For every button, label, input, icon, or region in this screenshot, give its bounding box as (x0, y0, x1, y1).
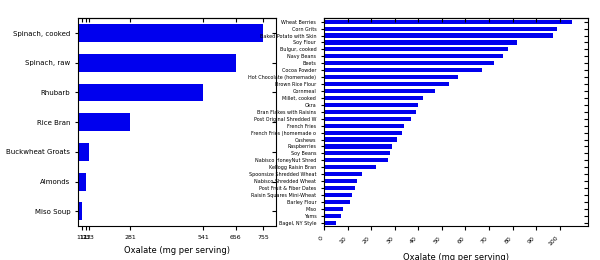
Bar (324, 200, 350, 204)
Bar (324, 179, 357, 183)
Bar (324, 221, 336, 225)
Bar (52, 143, 89, 161)
Bar (324, 214, 341, 218)
Bar (324, 89, 435, 93)
Bar (324, 96, 423, 100)
Bar (324, 117, 411, 121)
Bar (324, 34, 553, 38)
Bar (324, 151, 390, 155)
Bar (324, 165, 376, 169)
Bar (324, 158, 388, 162)
Bar (324, 193, 352, 197)
Bar (324, 207, 343, 211)
Bar (324, 61, 494, 65)
Bar (324, 75, 458, 79)
Bar (324, 172, 362, 176)
Bar (324, 54, 503, 58)
Bar (52, 173, 86, 191)
Bar (52, 24, 263, 42)
Bar (52, 54, 236, 72)
Bar (324, 40, 517, 44)
Bar (52, 83, 203, 101)
X-axis label: Oxalate (mg per serving): Oxalate (mg per serving) (124, 246, 230, 255)
Bar (52, 113, 130, 131)
Bar (52, 203, 82, 220)
Bar (324, 27, 557, 31)
Bar (324, 82, 449, 86)
Bar (324, 131, 402, 135)
Bar (324, 110, 416, 114)
Bar (324, 103, 418, 107)
Bar (324, 124, 404, 128)
Bar (324, 47, 508, 51)
Bar (324, 68, 482, 72)
Bar (324, 138, 397, 142)
X-axis label: Oxalate (mg per serving): Oxalate (mg per serving) (403, 252, 509, 260)
Bar (324, 144, 392, 148)
Bar (324, 186, 355, 190)
Bar (324, 20, 571, 24)
